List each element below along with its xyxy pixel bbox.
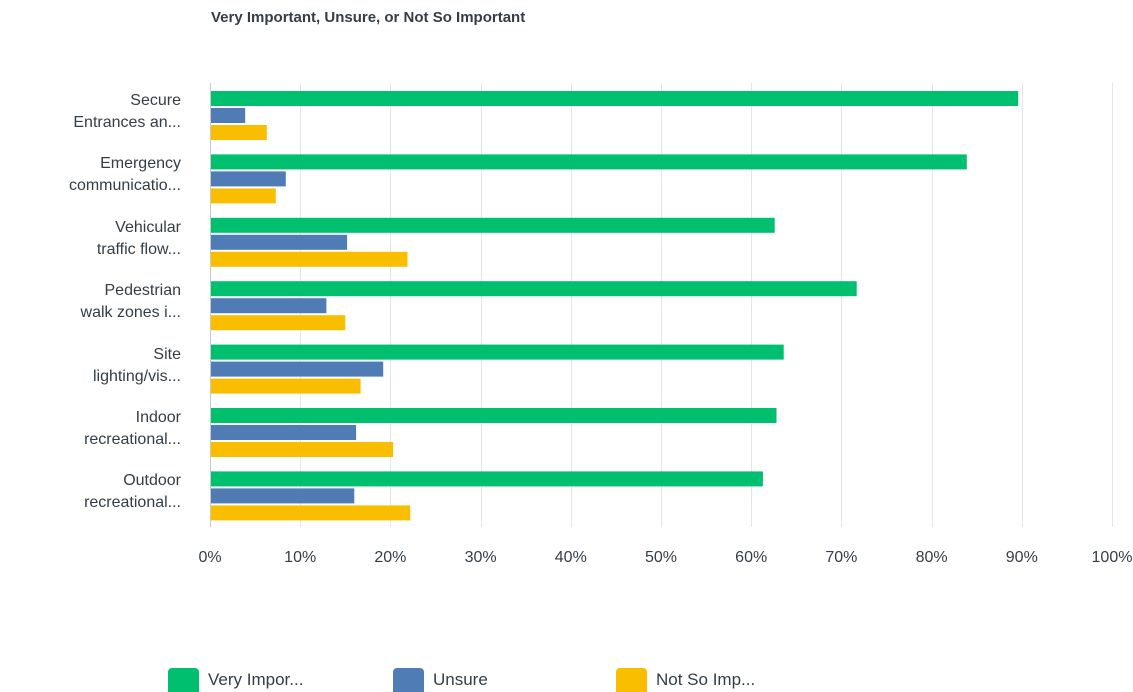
x-tick-label: 30% bbox=[464, 549, 497, 566]
bar[interactable] bbox=[211, 471, 763, 487]
category-label-line: Outdoor bbox=[123, 472, 181, 490]
bar[interactable] bbox=[211, 425, 357, 440]
legend-item[interactable]: Very Impor... bbox=[168, 668, 303, 692]
x-tick-label: 10% bbox=[284, 549, 317, 566]
bar[interactable] bbox=[211, 217, 775, 233]
category-label-line: Site bbox=[153, 345, 181, 363]
x-tick-label: 90% bbox=[1005, 549, 1038, 566]
category-label-line: recreational... bbox=[84, 494, 181, 512]
bar[interactable] bbox=[211, 442, 394, 457]
chart-title: Very Important, Unsure, or Not So Import… bbox=[211, 9, 526, 26]
category-label-line: Emergency bbox=[100, 155, 181, 173]
category-label-line: communicatio... bbox=[68, 177, 181, 195]
chart-plot bbox=[210, 83, 1113, 527]
bar[interactable] bbox=[211, 344, 784, 360]
bar[interactable] bbox=[211, 378, 361, 394]
category-label-line: Indoor bbox=[135, 409, 181, 426]
category-label: Vehicular traffic flow... bbox=[0, 217, 181, 261]
x-tick-label: 50% bbox=[644, 549, 678, 566]
bar[interactable] bbox=[211, 108, 246, 123]
category-label-line: recreational... bbox=[84, 431, 181, 448]
x-tick-label: 80% bbox=[915, 549, 948, 566]
bar[interactable] bbox=[211, 505, 411, 521]
legend-label: Very Impor... bbox=[208, 670, 304, 689]
bar[interactable] bbox=[211, 91, 1019, 106]
bar[interactable] bbox=[211, 361, 384, 377]
bars bbox=[211, 91, 1019, 521]
legend-swatch bbox=[393, 668, 424, 692]
legend: Very Impor... Unsure Not So Imp... bbox=[0, 668, 1133, 692]
category-label-line: Pedestrian bbox=[104, 282, 182, 300]
x-tick-label: 100% bbox=[1091, 549, 1133, 566]
bar[interactable] bbox=[211, 488, 355, 504]
category-label: Site lighting/vis... bbox=[0, 344, 181, 388]
bar[interactable] bbox=[211, 298, 327, 314]
grid-lines bbox=[300, 83, 1113, 527]
legend-swatch bbox=[168, 668, 199, 692]
bar[interactable] bbox=[211, 315, 346, 331]
category-label-line: Vehicular bbox=[115, 218, 181, 236]
category-label-line: walk zones i... bbox=[80, 304, 181, 322]
category-label: Indoor recreational... bbox=[0, 407, 181, 451]
bar[interactable] bbox=[211, 281, 857, 297]
bar[interactable] bbox=[211, 154, 967, 170]
bar[interactable] bbox=[211, 408, 777, 423]
category-label: Pedestrian walk zones i... bbox=[0, 280, 181, 324]
category-label: Outdoor recreational... bbox=[0, 470, 181, 514]
bar[interactable] bbox=[211, 234, 348, 250]
bar[interactable] bbox=[211, 188, 276, 204]
legend-label: Unsure bbox=[433, 670, 488, 689]
category-label-line: traffic flow... bbox=[96, 240, 181, 258]
x-tick-label: 20% bbox=[374, 549, 407, 566]
category-label-line: Entrances an... bbox=[73, 114, 181, 131]
category-label-line: Secure bbox=[130, 92, 181, 109]
x-tick-label: 0% bbox=[198, 549, 222, 566]
category-label: Emergency communicatio... bbox=[0, 153, 181, 197]
bar[interactable] bbox=[211, 171, 286, 187]
bar[interactable] bbox=[211, 125, 267, 140]
legend-swatch bbox=[616, 668, 647, 692]
category-label: Secure Entrances an... bbox=[0, 90, 181, 134]
x-tick-label: 40% bbox=[554, 549, 587, 566]
legend-item[interactable]: Unsure bbox=[393, 668, 488, 692]
legend-label: Not So Imp... bbox=[656, 670, 756, 689]
legend-item[interactable]: Not So Imp... bbox=[616, 668, 755, 692]
x-tick-label: 70% bbox=[825, 549, 858, 566]
x-tick-label: 60% bbox=[735, 549, 768, 566]
category-label-line: lighting/vis... bbox=[92, 367, 181, 385]
bar[interactable] bbox=[211, 251, 408, 267]
